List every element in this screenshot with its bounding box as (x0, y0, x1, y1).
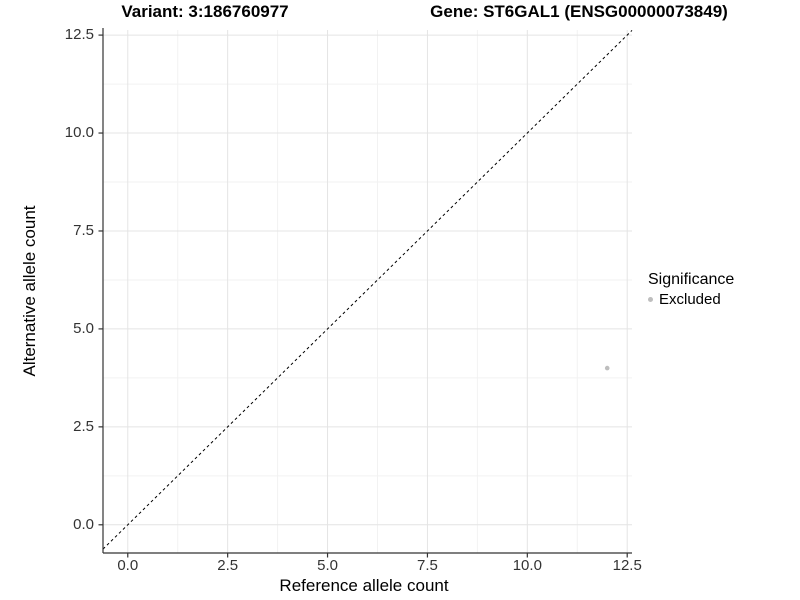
x-tick-label: 5.0 (317, 557, 338, 574)
x-tick-label: 10.0 (512, 557, 542, 574)
plot-title-variant: Variant: 3:186760977 (121, 2, 289, 21)
y-tick-label: 10.0 (64, 124, 94, 142)
x-tick-label: 7.5 (416, 557, 438, 574)
legend-item-label: Excluded (659, 291, 721, 308)
legend-title: Significance (648, 271, 735, 288)
x-tick-label: 2.5 (217, 557, 239, 574)
excluded-point-icon (648, 297, 653, 302)
data-point (604, 365, 610, 371)
identity-line (102, 30, 633, 550)
plot-title-gene: Gene: ST6GAL1 (ENSG00000073849) (430, 2, 728, 21)
y-tick-label: 7.5 (73, 221, 94, 239)
x-tick-label: 0.0 (117, 557, 139, 574)
legend-item-excluded: Excluded (648, 290, 734, 309)
x-tick-label: 12.5 (612, 557, 642, 574)
legend: Significance Excluded (648, 270, 734, 309)
y-tick-label: 12.5 (64, 26, 94, 44)
y-tick-label: 5.0 (73, 319, 94, 337)
y-tick-label: 2.5 (73, 417, 94, 435)
x-axis-label: Reference allele count (279, 576, 449, 595)
y-tick-label: 0.0 (73, 515, 94, 533)
